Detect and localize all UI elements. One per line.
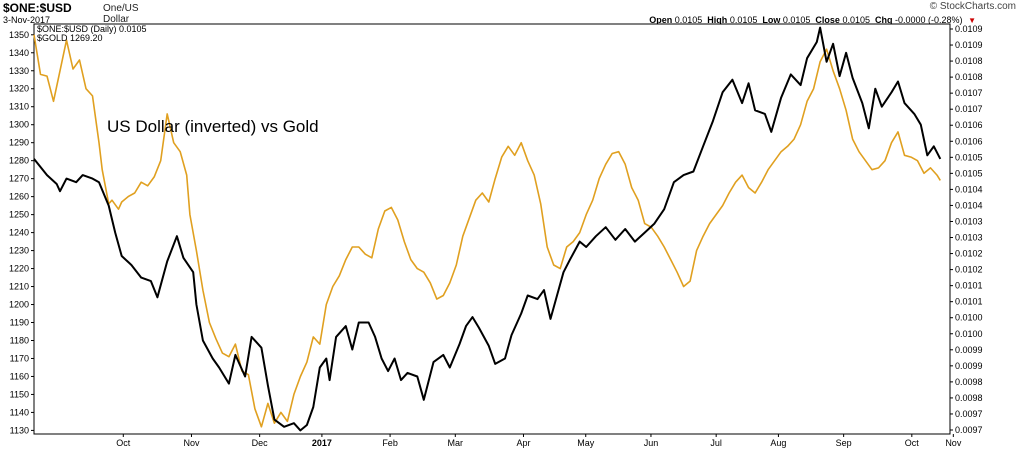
left-tick-label: 1190: [10, 318, 29, 328]
left-tick-label: 1300: [9, 120, 29, 130]
x-tick-label: Nov: [945, 438, 962, 448]
left-tick-label: 1150: [10, 389, 29, 399]
right-tick-label: 0.0109: [955, 24, 983, 34]
right-tick-label: 0.0099: [955, 361, 983, 371]
x-tick-label: Aug: [770, 438, 786, 448]
down-triangle-icon: ▼: [968, 16, 976, 25]
x-tick-label: 2017: [312, 438, 332, 448]
right-tick-label: 0.0104: [955, 200, 983, 210]
usd-inverted-series-line: [33, 26, 942, 432]
legend-gold-label: $GOLD 1269.20: [37, 33, 103, 43]
right-tick-label: 0.0103: [955, 233, 983, 243]
right-axis: 0.0109 0.0109 0.0108 0.0108 0.0107 0.0107 0.01…: [950, 24, 983, 435]
series-layer: [33, 26, 942, 432]
right-tick-label: 0.0099: [955, 345, 983, 355]
left-tick-label: 1130: [10, 425, 29, 435]
left-tick-label: 1140: [10, 407, 29, 417]
right-tick-label: 0.0108: [955, 72, 983, 82]
right-tick-label: 0.0100: [955, 329, 983, 339]
legend-usd-label: $ONE:$USD (Daily) 0.0105: [37, 24, 147, 34]
left-tick-label: 1270: [9, 174, 29, 184]
left-axis: 1350 1340 1330 1320 1310 1300 1290 1280 1270 1260…: [9, 30, 34, 435]
right-tick-label: 0.0100: [955, 313, 983, 323]
right-tick-label: 0.0104: [955, 184, 983, 194]
x-tick-label: Jun: [644, 438, 659, 448]
right-tick-label: 0.0102: [955, 249, 983, 259]
right-tick-label: 0.0106: [955, 120, 983, 130]
left-tick-label: 1290: [9, 138, 29, 148]
right-tick-label: 0.0107: [955, 88, 983, 98]
x-tick-label: Feb: [382, 438, 398, 448]
ohlc-readout: Open 0.0105 High 0.0105 Low 0.0105 Close…: [649, 15, 976, 25]
low-label: Low: [762, 15, 781, 25]
right-tick-label: 0.0097: [955, 425, 983, 435]
gold-series-line: [33, 34, 941, 428]
high-value: 0.0105: [729, 15, 758, 25]
close-value: 0.0105: [842, 15, 870, 25]
left-tick-label: 1240: [9, 228, 29, 238]
plot-area: [33, 23, 951, 435]
left-tick-label: 1250: [9, 210, 29, 220]
chart-date: 3-Nov-2017: [3, 15, 51, 25]
open-value: 0.0105: [674, 15, 703, 25]
right-tick-label: 0.0098: [955, 377, 983, 387]
close-label: Close: [815, 15, 840, 25]
left-tick-label: 1230: [9, 246, 29, 256]
high-label: High: [707, 15, 728, 25]
x-tick-label: Oct: [116, 438, 131, 448]
right-tick-label: 0.0101: [955, 297, 983, 307]
low-value: 0.0105: [782, 15, 811, 25]
right-tick-label: 0.0106: [955, 136, 983, 146]
left-tick-label: 1260: [9, 192, 29, 202]
open-label: Open: [649, 15, 673, 25]
x-tick-label: Sep: [836, 438, 852, 448]
left-tick-label: 1320: [9, 84, 29, 94]
left-tick-label: 1280: [9, 156, 29, 166]
x-tick-label: Oct: [905, 438, 920, 448]
right-tick-label: 0.0097: [955, 409, 983, 419]
left-tick-label: 1350: [9, 30, 29, 40]
chg-value: -0.0000 (-0.28%): [895, 15, 963, 25]
chart-title: US Dollar (inverted) vs Gold: [107, 117, 319, 136]
chart-legend: $ONE:$USD (Daily) 0.0105 $GOLD 1269.20: [37, 24, 147, 43]
x-tick-label: Apr: [516, 438, 530, 448]
right-tick-label: 0.0105: [955, 152, 983, 162]
x-tick-label: Mar: [448, 438, 464, 448]
x-tick-label: May: [577, 438, 595, 448]
left-tick-label: 1330: [9, 66, 29, 76]
right-tick-label: 0.0103: [955, 216, 983, 226]
right-tick-label: 0.0101: [955, 281, 983, 291]
x-tick-label: Nov: [183, 438, 200, 448]
x-tick-label: Jul: [710, 438, 722, 448]
stockcharts-credit[interactable]: © StockCharts.com: [929, 1, 1016, 12]
right-tick-label: 0.0107: [955, 104, 983, 114]
left-tick-label: 1200: [9, 300, 29, 310]
right-tick-label: 0.0105: [955, 168, 983, 178]
left-tick-label: 1340: [9, 48, 29, 58]
right-tick-label: 0.0109: [955, 40, 983, 50]
x-axis: Oct Nov Dec 2017 Feb Mar Apr May Jun Jul Aug Sep Oct…: [116, 434, 962, 448]
left-tick-label: 1180: [10, 335, 29, 345]
x-tick-label: Dec: [252, 438, 269, 448]
left-tick-label: 1310: [9, 102, 29, 112]
left-tick-label: 1170: [10, 353, 29, 363]
right-tick-label: 0.0098: [955, 393, 983, 403]
right-tick-label: 0.0108: [955, 56, 983, 66]
left-tick-label: 1220: [9, 264, 29, 274]
left-tick-label: 1160: [10, 371, 29, 381]
right-tick-label: 0.0102: [955, 265, 983, 275]
left-tick-label: 1210: [9, 282, 29, 292]
chg-label: Chg: [875, 15, 893, 25]
